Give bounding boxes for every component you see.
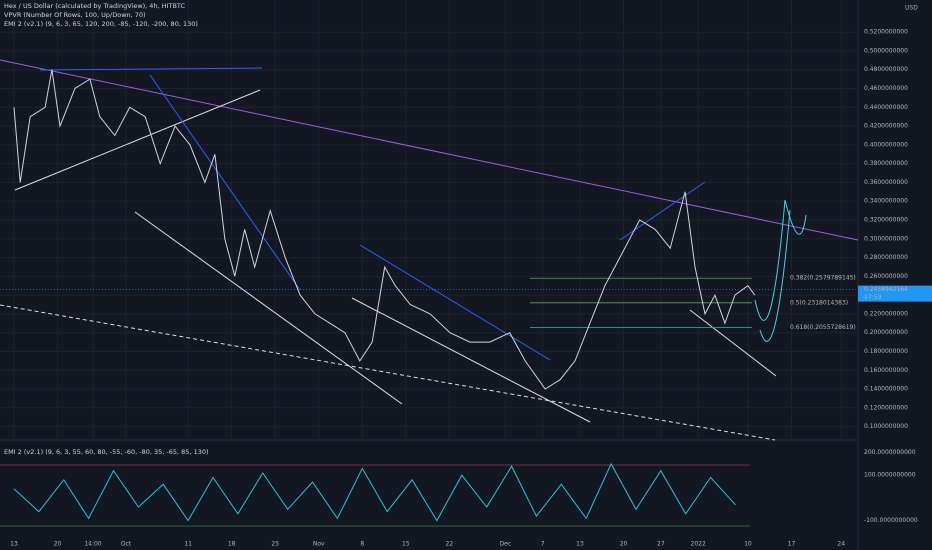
y-tick-label: 0.4000000000: [864, 141, 908, 148]
x-tick-label: 8: [360, 541, 364, 548]
y-tick-label: 0.3600000000: [864, 179, 908, 186]
x-tick-label: 10: [744, 541, 752, 548]
trendline: [149, 74, 301, 291]
trendline: [359, 244, 551, 361]
x-tick-label: 20: [620, 541, 628, 548]
y-tick-label: 0.1800000000: [864, 348, 908, 355]
x-tick-label: Oct: [121, 541, 132, 548]
x-tick-label: Nov: [313, 541, 325, 548]
trendline: [0, 304, 776, 441]
x-tick-label: 24: [837, 541, 845, 548]
trendline: [39, 67, 263, 71]
x-tick-label: 2022: [691, 541, 706, 548]
trendline: [351, 297, 591, 423]
y-tick-label: 100.0000000000: [864, 472, 916, 479]
y-tick-label: 0.4800000000: [864, 66, 908, 73]
y-tick-label: 0.3200000000: [864, 217, 908, 224]
x-tick-label: 22: [446, 541, 454, 548]
last-price-box: [858, 285, 932, 302]
y-tick-label: 0.5000000000: [864, 47, 908, 54]
trendline: [14, 89, 261, 191]
y-tick-label: 0.2200000000: [864, 310, 908, 317]
price-line: [13, 69, 756, 390]
fib-label: 0.5(0.2318014383): [790, 299, 848, 306]
pane-title: EMI 2 (v2.1) (9, 6, 3, 55, 60, 80, -55, …: [4, 448, 209, 456]
x-tick-label: 15: [402, 541, 410, 548]
y-tick-label: 0.2000000000: [864, 329, 908, 336]
x-tick-label: 27: [657, 541, 665, 548]
x-tick-label: Dec: [500, 541, 512, 548]
x-tick-label: 20: [54, 541, 62, 548]
y-tick-label: 200.0000000000: [864, 449, 916, 456]
x-tick-label: 11: [184, 541, 192, 548]
y-tick-label: 0.1400000000: [864, 386, 908, 393]
drawings: [0, 59, 859, 527]
y-tick-label: 0.3400000000: [864, 198, 908, 205]
x-tick-label: 25: [271, 541, 279, 548]
chart-title: Hex / US Dollar (calculated by TradingVi…: [4, 2, 186, 10]
y-tick-label: -100.0000000000: [864, 517, 918, 524]
fib-label: 0.618(0.2055728619): [790, 324, 856, 331]
last-price-label: 0.2458942164: [864, 286, 908, 293]
x-tick-label: 14:00: [84, 541, 101, 548]
x-tick-label: 7: [541, 541, 545, 548]
indicator-label: VPVR (Number Of Rows, 100, Up/Down, 70): [4, 11, 146, 19]
y-tick-label: 0.2600000000: [864, 273, 908, 280]
y-tick-label: 0.4600000000: [864, 85, 908, 92]
currency-label: USD: [905, 5, 918, 12]
x-tick-label: 13: [576, 541, 584, 548]
y-tick-label: 0.4400000000: [864, 104, 908, 111]
y-tick-label: 0.2800000000: [864, 254, 908, 261]
y-tick-label: 0.3000000000: [864, 235, 908, 242]
y-tick-label: 0.4200000000: [864, 123, 908, 130]
trendline: [689, 309, 777, 377]
last-price-time: 17:59: [864, 294, 881, 301]
x-tick-label: 13: [10, 541, 18, 548]
price-line: [13, 462, 736, 522]
trendline: [0, 59, 859, 241]
projection: [754, 199, 807, 321]
grid: [0, 0, 858, 440]
fib-label: 0.382(0.2579789145): [790, 275, 856, 282]
y-tick-label: 0.1000000000: [864, 423, 908, 430]
x-tick-label: 17: [788, 541, 796, 548]
y-tick-label: 0.1200000000: [864, 404, 908, 411]
indicator-label: EMI 2 (v2.1) (9, 6, 3, 65, 120, 200, -85…: [4, 20, 198, 28]
projection: [759, 209, 791, 342]
trendline: [134, 211, 403, 405]
x-tick-label: 18: [228, 541, 236, 548]
y-tick-label: 0.5200000000: [864, 29, 908, 36]
y-tick-label: 0.3800000000: [864, 160, 908, 167]
y-tick-label: 0.1600000000: [864, 367, 908, 374]
